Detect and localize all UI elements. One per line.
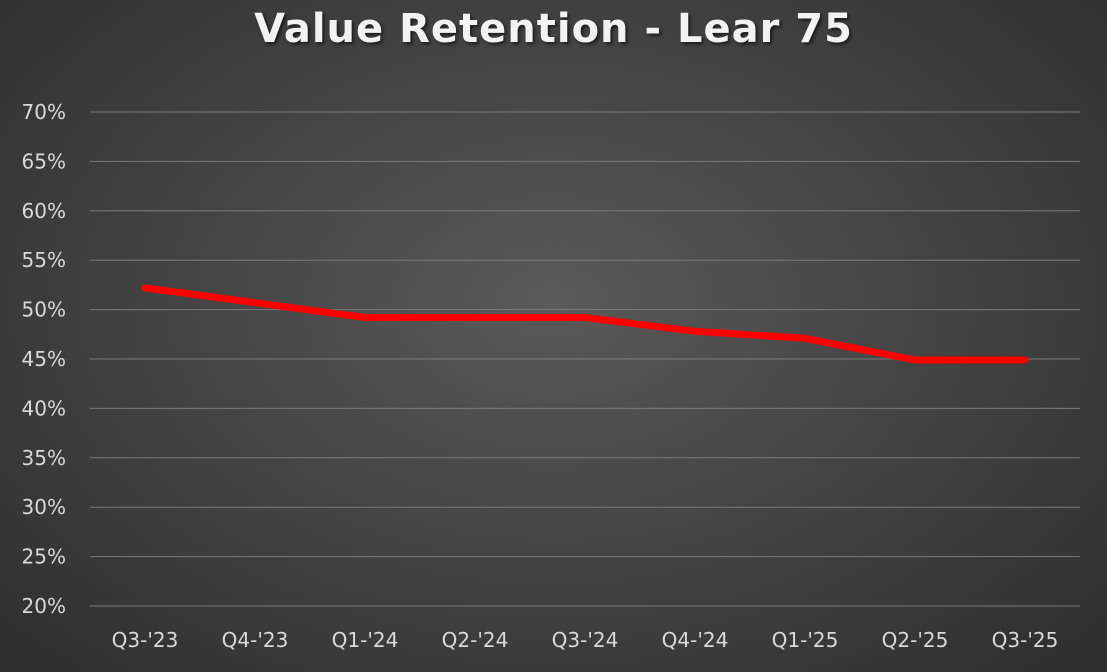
- x-tick-label: Q1-'25: [772, 628, 839, 652]
- x-tick-label: Q2-'25: [882, 628, 949, 652]
- y-tick-label: 30%: [22, 495, 66, 519]
- y-axis-tick-labels: 20% 25% 30% 35% 40% 45% 50% 55% 60% 65% 70%: [22, 100, 66, 618]
- series-layer: [141, 284, 1029, 364]
- y-tick-label: 20%: [22, 594, 66, 618]
- y-tick-label: 35%: [22, 446, 66, 470]
- y-tick-label: 55%: [22, 248, 66, 272]
- series-line-0: [141, 284, 1029, 364]
- y-tick-label: 25%: [22, 545, 66, 569]
- x-axis-tick-labels: Q3-'23 Q4-'23 Q1-'24 Q2-'24 Q3-'24 Q4-'24 Q1-'…: [112, 628, 1059, 652]
- x-tick-label: Q3-'24: [552, 628, 619, 652]
- x-tick-label: Q4-'23: [222, 628, 289, 652]
- y-tick-label: 65%: [22, 149, 66, 173]
- x-tick-label: Q1-'24: [332, 628, 399, 652]
- y-tick-label: 45%: [22, 347, 66, 371]
- gridlines: [90, 111, 1080, 607]
- x-tick-label: Q3-'25: [992, 628, 1059, 652]
- x-tick-label: Q2-'24: [442, 628, 509, 652]
- x-tick-label: Q3-'23: [112, 628, 179, 652]
- y-tick-label: 70%: [22, 100, 66, 124]
- y-tick-label: 40%: [22, 396, 66, 420]
- x-tick-label: Q4-'24: [662, 628, 729, 652]
- y-tick-label: 60%: [22, 199, 66, 223]
- y-tick-label: 50%: [22, 298, 66, 322]
- chart-title: Value Retention - Lear 75: [254, 6, 853, 52]
